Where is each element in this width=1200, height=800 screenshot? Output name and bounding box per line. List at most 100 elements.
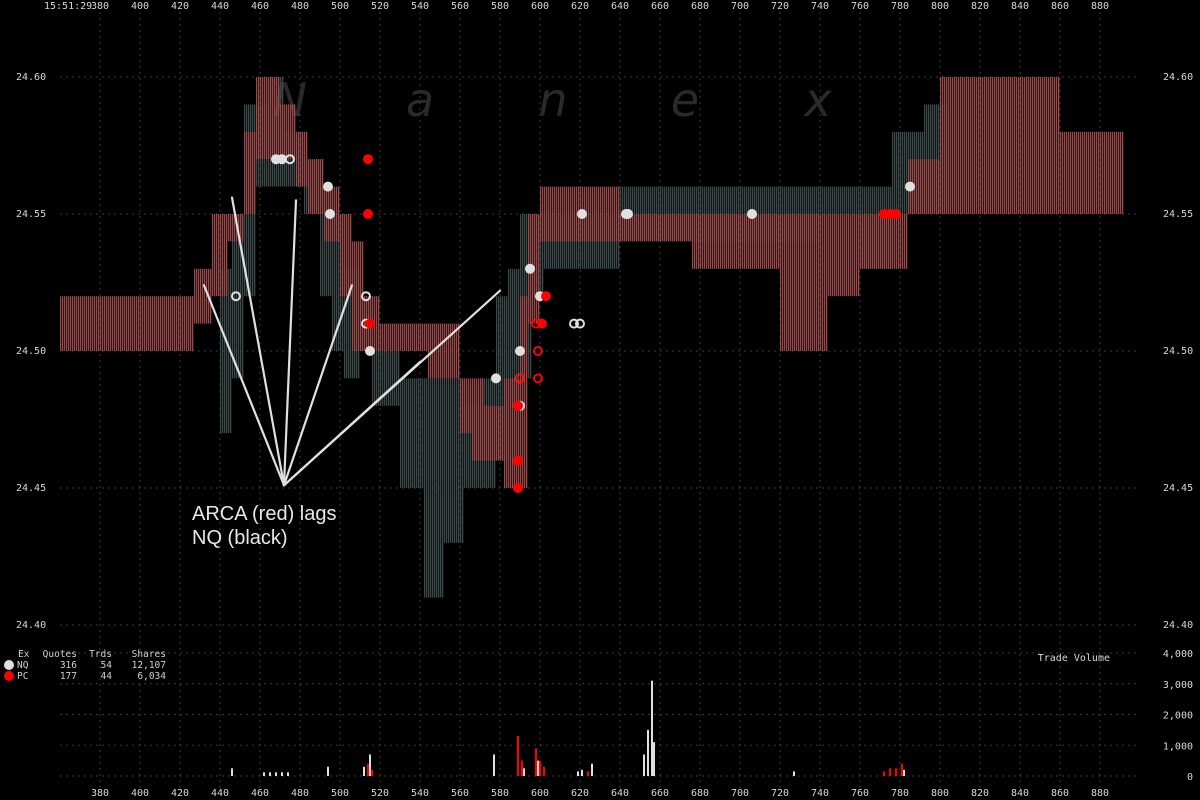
- x-tick-label-top: 600: [531, 1, 549, 12]
- x-tick-label-top: 500: [331, 1, 349, 12]
- x-tick-label-bottom: 680: [691, 788, 709, 799]
- volume-bar-nq: [793, 771, 795, 776]
- volume-bar-nq: [577, 771, 579, 776]
- volume-tick-label: 0: [1187, 772, 1193, 783]
- x-tick-label-top: 380: [91, 1, 109, 12]
- volume-bar-nq: [537, 760, 539, 776]
- x-tick-label-top: 560: [451, 1, 469, 12]
- x-tick-label-bottom: 820: [971, 788, 989, 799]
- volume-bar-pc: [895, 768, 897, 776]
- x-tick-label-top: 740: [811, 1, 829, 12]
- legend-header: Shares: [132, 649, 166, 660]
- x-tick-label-top: 460: [251, 1, 269, 12]
- x-tick-label-top: 440: [211, 1, 229, 12]
- spread-bar-pc: [244, 131, 256, 214]
- x-tick-label-bottom: 880: [1091, 788, 1109, 799]
- annotation-line: [282, 289, 502, 487]
- x-tick-label-bottom: 500: [331, 788, 349, 799]
- volume-bar-nq: [591, 763, 593, 776]
- spread-bar-nq: [372, 351, 400, 406]
- trade-marker-nq: [623, 209, 633, 219]
- volume-tick-label: 1,000: [1163, 741, 1193, 752]
- x-tick-label-top: 820: [971, 1, 989, 12]
- trade-marker-nq: [575, 318, 585, 329]
- spread-bar-pc: [1108, 131, 1124, 214]
- spread-bar-pc: [194, 268, 212, 324]
- legend-trades: 44: [101, 671, 113, 682]
- spread-bar-nq: [220, 268, 232, 434]
- trade-marker-pc: [513, 483, 523, 493]
- price-tick-label-right: 24.40: [1163, 620, 1193, 631]
- x-tick-label-bottom: 380: [91, 788, 109, 799]
- price-tick-label-left: 24.45: [16, 483, 46, 494]
- x-tick-label-bottom: 660: [651, 788, 669, 799]
- x-tick-label-bottom: 560: [451, 788, 469, 799]
- annotation-line: [282, 284, 354, 487]
- x-tick-label-top: 760: [851, 1, 869, 12]
- legend-header: Trds: [89, 649, 112, 660]
- x-tick-label-top: 540: [411, 1, 429, 12]
- volume-bar-nq: [651, 680, 653, 776]
- trade-marker-pc: [533, 346, 543, 356]
- legend-shares: 6,034: [137, 671, 166, 682]
- trade-marker-nq: [285, 154, 295, 165]
- legend-exchange: PC: [17, 671, 28, 682]
- volume-bar-nq: [269, 772, 271, 776]
- x-tick-label-bottom: 840: [1011, 788, 1029, 799]
- trade-marker-pc: [537, 318, 547, 329]
- x-tick-label-top: 480: [291, 1, 309, 12]
- legend-header: Ex: [18, 649, 30, 660]
- x-tick-label-bottom: 480: [291, 788, 309, 799]
- volume-bar-pc: [587, 771, 589, 776]
- spread-bar-pc: [620, 214, 692, 242]
- spread-bar-pc: [800, 214, 828, 351]
- x-tick-label-bottom: 780: [891, 788, 909, 799]
- spread-bar-pc: [520, 296, 528, 488]
- spread-bar-nq: [820, 186, 860, 214]
- spread-bar-pc: [228, 214, 244, 242]
- trade-marker-pc: [513, 455, 523, 466]
- volume-tick-label: 3,000: [1163, 680, 1193, 691]
- spread-bar-pc: [780, 214, 800, 351]
- watermark-letter: x: [802, 73, 832, 127]
- volume-tick-label: 2,000: [1163, 711, 1193, 722]
- legend-trades: 54: [101, 660, 113, 671]
- price-tick-label-left: 24.60: [16, 72, 46, 83]
- spread-bar-pc: [860, 214, 908, 269]
- price-tick-label-left: 24.50: [16, 346, 46, 357]
- volume-bar-pc: [883, 771, 885, 776]
- annotation-text: NQ (black): [192, 527, 288, 549]
- legend-header: Quotes: [43, 649, 77, 660]
- x-tick-label-top: 720: [771, 1, 789, 12]
- spread-bar-nq: [400, 378, 424, 488]
- spread-bar-pc: [460, 378, 472, 434]
- x-tick-label-bottom: 400: [131, 788, 149, 799]
- trade-marker-nq: [365, 346, 375, 356]
- x-tick-label-bottom: 600: [531, 788, 549, 799]
- price-tick-label-right: 24.50: [1163, 346, 1193, 357]
- trade-marker-nq: [747, 209, 757, 219]
- watermark-letter: e: [671, 73, 699, 127]
- trade-marker-pc: [513, 400, 523, 411]
- x-tick-label-top: 520: [371, 1, 389, 12]
- legend-shares: 12,107: [132, 660, 166, 671]
- volume-tick-label: 4,000: [1163, 649, 1193, 660]
- x-tick-label-bottom: 520: [371, 788, 389, 799]
- spread-bar-pc: [692, 214, 744, 269]
- volume-bar-pc: [901, 763, 903, 776]
- volume-bar-nq: [581, 769, 583, 776]
- trade-marker-pc: [541, 291, 551, 302]
- x-tick-label-top: 580: [491, 1, 509, 12]
- x-tick-label-top: 420: [171, 1, 189, 12]
- x-tick-label-bottom: 460: [251, 788, 269, 799]
- x-tick-label-top: 860: [1051, 1, 1069, 12]
- x-tick-label-bottom: 740: [811, 788, 829, 799]
- volume-bar-nq: [231, 768, 233, 776]
- volume-bar-pc: [371, 769, 373, 776]
- spread-bar-pc: [484, 405, 504, 461]
- spread-bar-pc: [60, 296, 194, 351]
- x-tick-label-bottom: 760: [851, 788, 869, 799]
- volume-bar-nq: [523, 768, 525, 776]
- price-tick-label-left: 24.40: [16, 620, 46, 631]
